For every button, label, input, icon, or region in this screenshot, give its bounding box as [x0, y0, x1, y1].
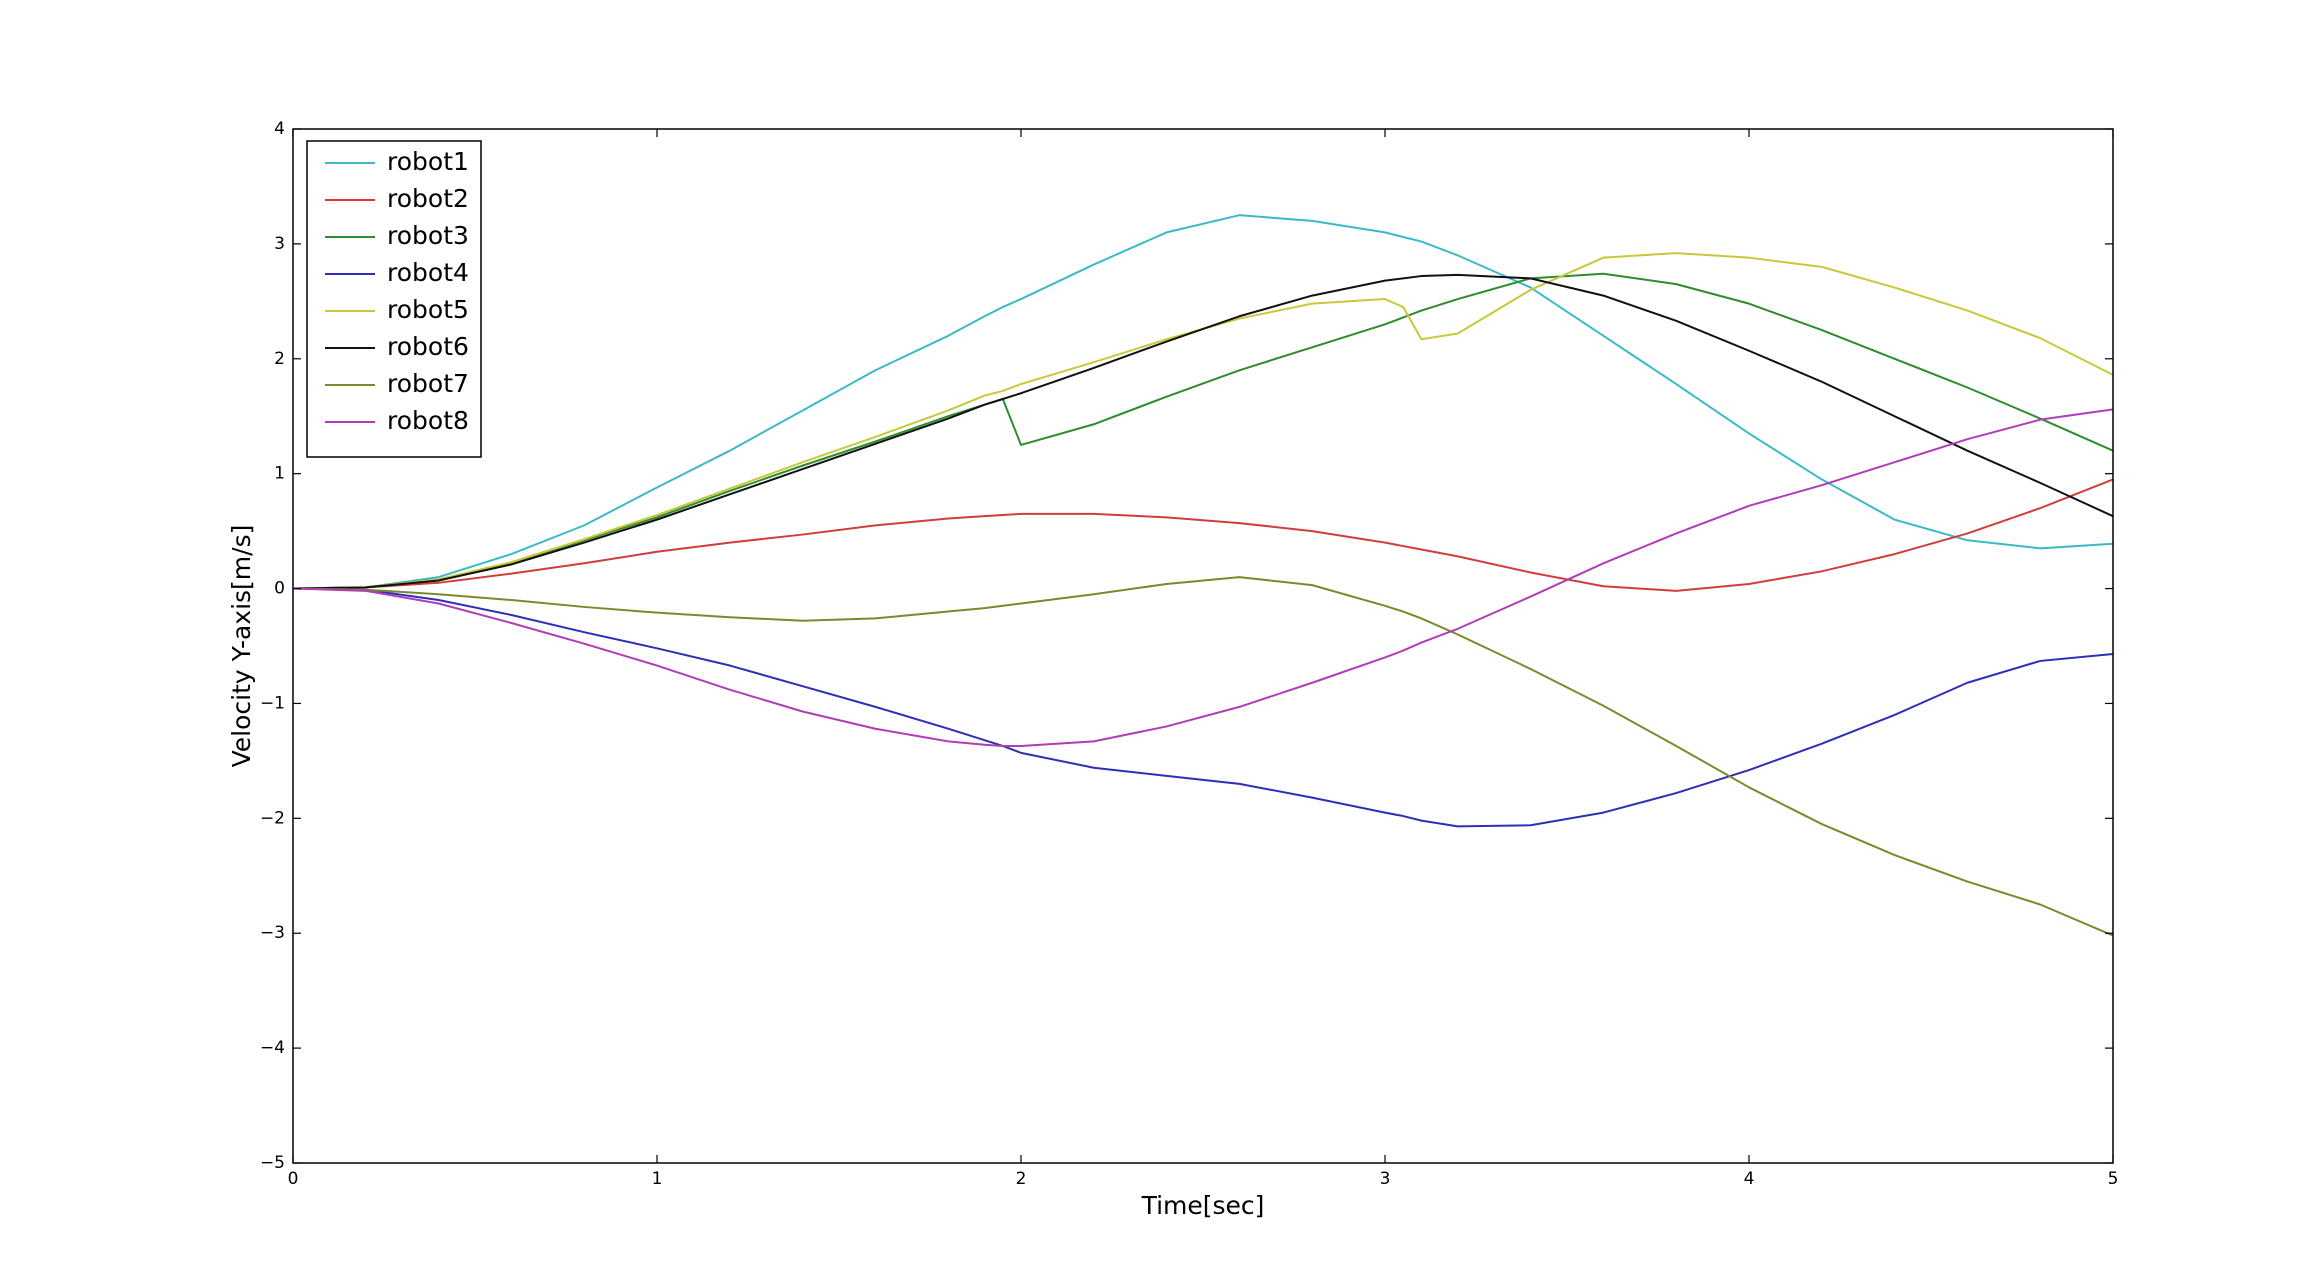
x-tick-label: 3 — [1380, 1169, 1391, 1189]
x-axis-label: Time[sec] — [1141, 1191, 1265, 1220]
y-tick-label: 4 — [274, 119, 285, 139]
series-line — [292, 273, 2114, 590]
legend-label: robot7 — [387, 369, 469, 398]
x-tick-label: 4 — [1744, 1169, 1755, 1189]
legend-box — [306, 140, 482, 458]
series-line — [292, 478, 2114, 592]
y-tick-label: 3 — [274, 234, 285, 254]
legend-label: robot6 — [387, 332, 469, 361]
y-tick-label: 1 — [274, 464, 285, 484]
legend-label: robot8 — [387, 406, 469, 435]
legend-label: robot4 — [387, 258, 469, 287]
x-tick-label: 1 — [652, 1169, 663, 1189]
y-tick-label: −4 — [260, 1038, 285, 1058]
y-tick-label: −5 — [260, 1153, 285, 1173]
y-tick-label: −1 — [260, 693, 285, 713]
plot-frame — [292, 128, 2114, 1164]
y-axis-label: Velocity Y-axis[m/s] — [227, 525, 256, 768]
x-tick-label: 2 — [1016, 1169, 1027, 1189]
series-line — [292, 587, 2114, 828]
series-line — [292, 576, 2114, 937]
y-tick-label: 0 — [274, 579, 285, 599]
legend-label: robot1 — [387, 147, 469, 176]
series-line — [292, 252, 2114, 590]
legend-label: robot3 — [387, 221, 469, 250]
series-line — [292, 272, 2114, 590]
y-tick-label: −3 — [260, 923, 285, 943]
legend-label: robot5 — [387, 295, 469, 324]
legend-label: robot2 — [387, 184, 469, 213]
y-tick-label: 2 — [274, 349, 285, 369]
series-line — [292, 408, 2114, 747]
series-line — [292, 214, 2114, 590]
x-tick-label: 5 — [2108, 1169, 2119, 1189]
y-tick-label: −2 — [260, 808, 285, 828]
x-tick-label: 0 — [288, 1169, 299, 1189]
